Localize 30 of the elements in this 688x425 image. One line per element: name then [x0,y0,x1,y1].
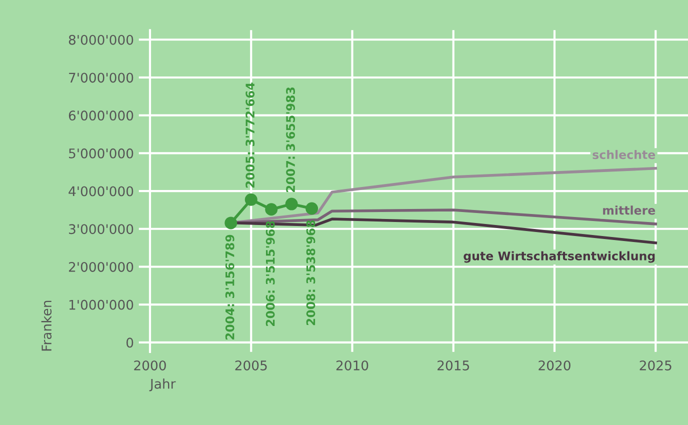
x-tick-label: 2010 [336,360,368,370]
point [224,216,238,230]
point [244,193,258,206]
y-tick-label: 0 [126,338,134,348]
point [285,198,298,210]
x-tick-label: 2005 [235,360,267,370]
data-label: 2006: 3'515'968 [266,221,275,326]
point [306,202,318,215]
y-tick-label: 3'000'000 [69,224,134,234]
series-label: mittlere [603,206,656,215]
data-label: 2005: 3'772'664 [246,82,255,188]
y-tick-label: 6'000'000 [68,110,134,121]
y-tick-label: 1'000'000 [69,300,134,310]
y-tick-label: 4'000'000 [68,186,134,196]
x-tick-label: 2025 [640,360,672,370]
series-label: schlechte [592,150,656,160]
x-tick-label: 2000 [134,360,166,370]
data-label: 2004: 3'156'789 [225,234,234,340]
data-label: 2007: 3'655'983 [286,87,295,192]
point [265,203,278,216]
data-label: 2008: 3'538'968 [306,220,316,326]
x-tick-label: 2015 [438,360,470,370]
y-tick-label: 5'000'000 [69,148,134,158]
y-tick-label: 8'000'000 [68,34,134,45]
y-tick-label: 2'000'000 [68,262,134,272]
y-tick-label: 7'000'000 [69,72,134,83]
y-axis-title: Franken [41,300,52,351]
x-axis-title: Jahr [149,378,176,392]
series-label: gute Wirtschaftsentwicklung [464,251,655,263]
x-tick-label: 2020 [538,360,570,370]
